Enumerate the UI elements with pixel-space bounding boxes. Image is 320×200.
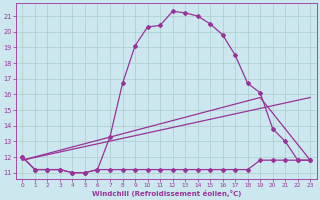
X-axis label: Windchill (Refroidissement éolien,°C): Windchill (Refroidissement éolien,°C) <box>92 190 241 197</box>
